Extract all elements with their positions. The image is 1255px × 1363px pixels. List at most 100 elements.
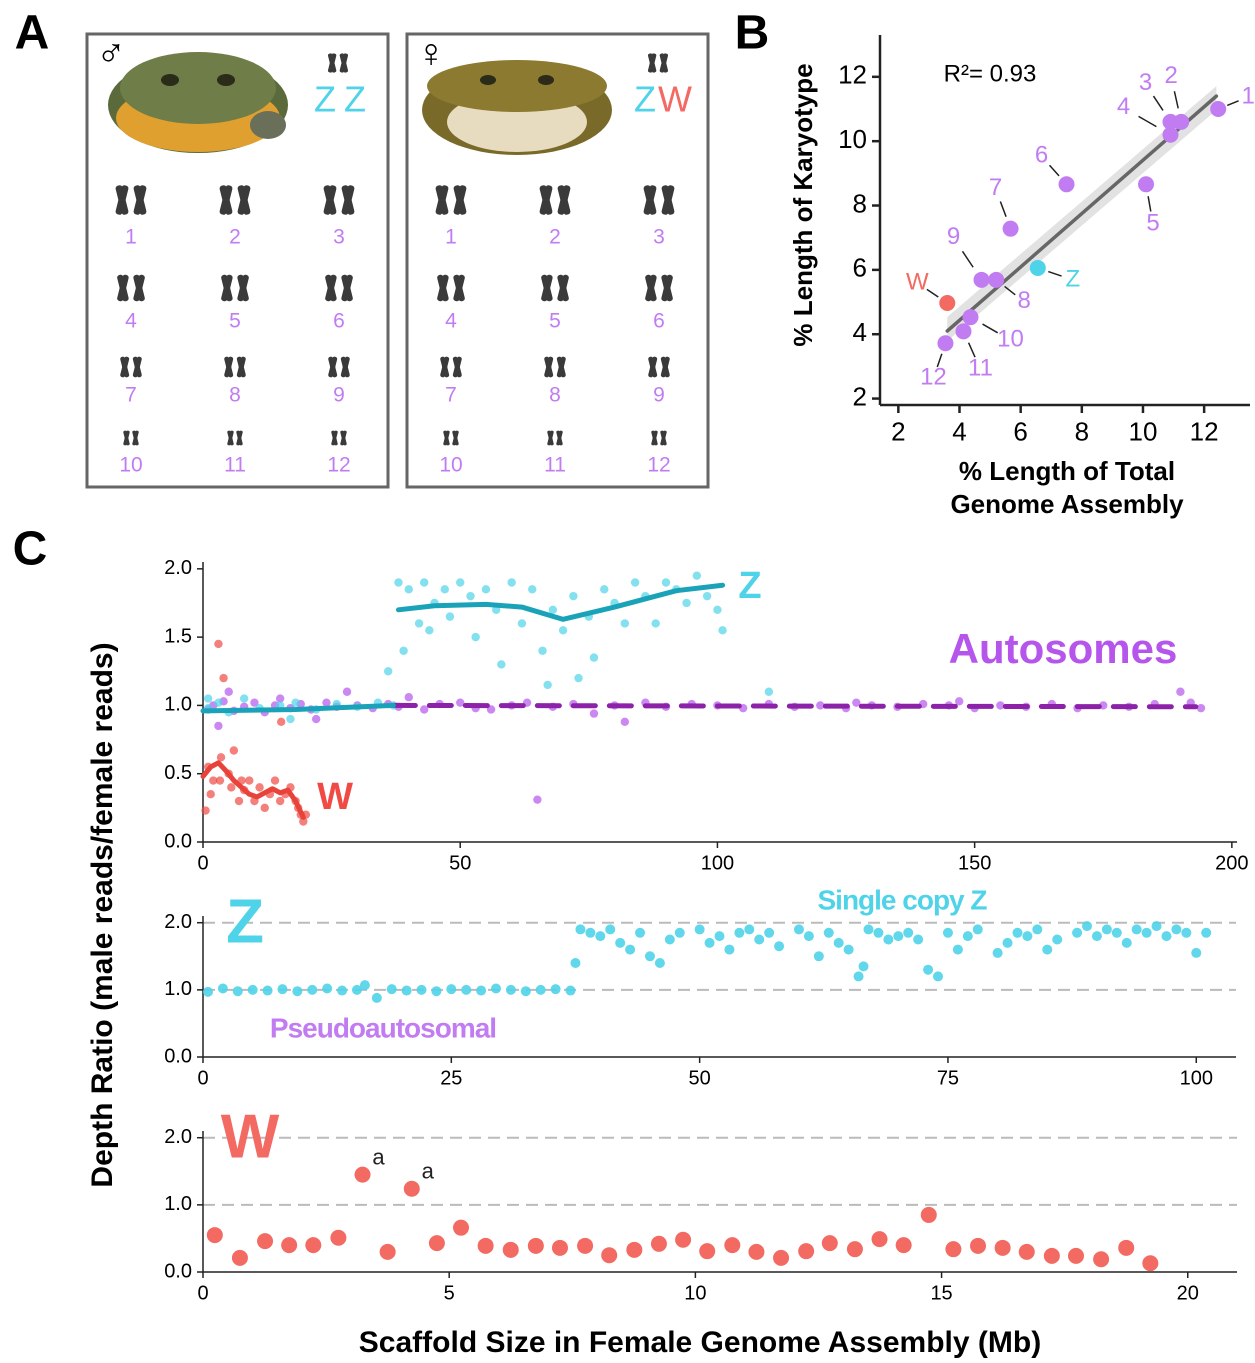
point-label: 9 [947,223,960,250]
chromosome-number: 4 [445,310,457,333]
x-axis-label: Genome Assembly [950,489,1184,519]
x-tick-label: 10 [1129,417,1158,447]
data-point [1191,947,1202,958]
chromosome-number: 9 [653,384,665,407]
data-point [497,660,506,669]
data-point [1201,927,1212,938]
leader-line [1004,285,1016,296]
chromosome [132,356,142,378]
annotation: Single copy Z [817,884,987,915]
sex-chromosome-label: Z [314,79,336,120]
chromosome [660,356,670,378]
data-point [351,984,362,995]
data-point [535,984,546,995]
chromosome [648,356,658,378]
chromosome-number: 6 [333,310,345,333]
data-point [416,984,427,995]
data-point [231,1249,248,1266]
chromosome-number: 1 [445,226,457,249]
data-point [307,984,318,995]
chromosome-pair [440,356,462,378]
data-point [615,937,626,948]
data-point [1171,924,1182,935]
data-point [206,1227,223,1244]
panel-label: C [13,523,48,576]
data-point [945,1241,962,1258]
sex-chromosome-label: W [658,79,692,120]
data-point [675,1231,692,1248]
data-point [620,619,630,628]
data-point [724,944,735,955]
leader-line [1138,115,1157,128]
chromosome-pair [443,430,459,446]
data-point [257,1233,274,1250]
data-point [692,571,702,580]
data-point [996,701,1005,710]
chromosome [224,356,234,378]
chromosome [539,185,553,215]
chromosome [452,430,459,446]
point-label: a [422,1159,435,1184]
x-axis-label: Scaffold Size in Female Genome Assembly … [359,1326,1041,1359]
data-point [214,639,223,649]
y-tick-label: 0.0 [164,1260,192,1282]
point-label: 12 [920,364,947,391]
chromosome [557,185,571,215]
chromosome [452,356,462,378]
y-tick-label: 2.0 [164,557,192,579]
y-tick-label: 0.5 [164,762,192,784]
chromosome-pair [539,185,571,215]
y-tick-label: 0.0 [164,830,192,852]
chromosome-pair [328,356,350,378]
data-point [386,984,397,995]
leader-line [926,288,939,298]
data-point [937,335,954,352]
data-point [863,924,874,935]
data-point [774,941,785,952]
data-point [833,937,844,948]
leader-line [1226,100,1239,107]
point-label: 8 [1018,287,1031,314]
chromosome [340,430,347,446]
data-point [764,927,775,938]
panel-label: A [15,7,50,60]
x-tick-label: 2 [891,417,905,447]
data-point [803,931,814,942]
chromosome-pair [648,356,670,378]
data-point [569,591,578,601]
chromosome-pair [647,53,669,73]
chromosome [341,185,355,215]
chromosome [453,274,465,302]
chromosome-number: 3 [333,226,345,249]
leader-line [1173,91,1179,109]
data-point [428,1235,445,1252]
data-point [1058,176,1075,193]
data-point [923,964,934,975]
data-point [440,585,449,594]
data-point [453,1219,470,1236]
data-point [456,578,465,587]
x-tick-label: 12 [1190,417,1219,447]
x-tick-label: 4 [952,417,966,447]
data-point [1002,937,1013,948]
chromosome [557,274,569,302]
data-point [477,1237,494,1254]
data-point [713,605,722,615]
data-point [644,951,655,962]
chromosome [133,274,145,302]
data-point [420,705,429,714]
data-point [651,619,660,628]
data-point [481,585,491,594]
data-point [214,721,223,731]
data-point [625,944,636,955]
data-point [853,971,864,982]
leader-line [982,323,999,334]
data-point [491,983,502,994]
data-point [1042,944,1053,955]
data-point [543,680,552,690]
data-point [276,717,286,727]
series-label: W [317,776,353,818]
data-point [895,1237,912,1254]
data-point [1091,931,1102,942]
data-point [520,986,531,997]
